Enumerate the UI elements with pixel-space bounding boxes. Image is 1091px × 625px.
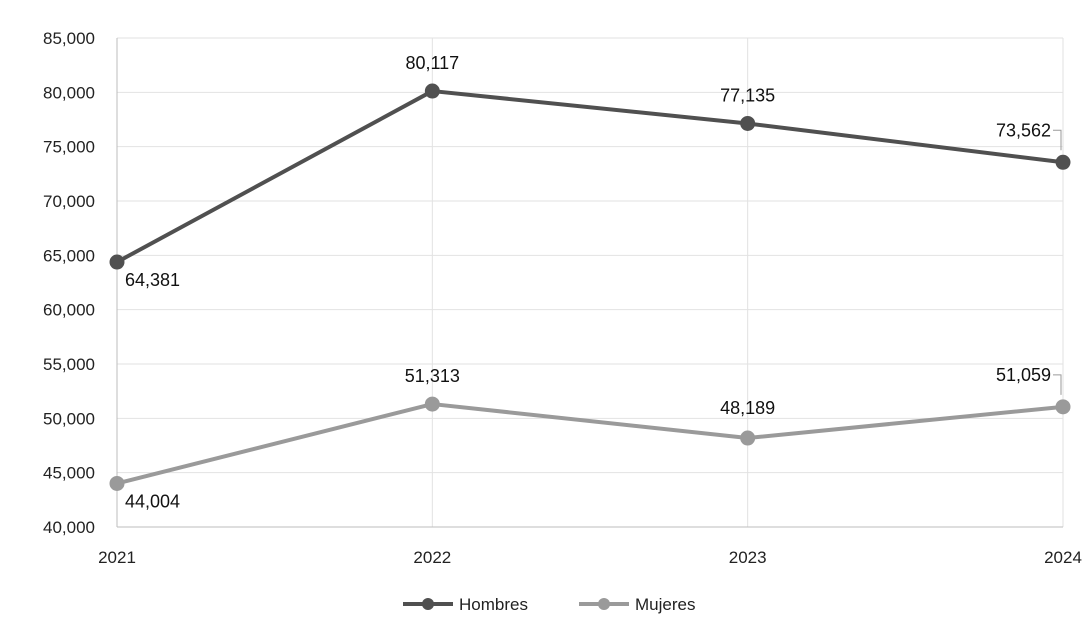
data-label: 80,117 bbox=[405, 53, 459, 73]
data-point-hombres bbox=[740, 115, 756, 131]
data-label: 77,135 bbox=[720, 85, 775, 105]
data-label: 51,059 bbox=[996, 365, 1051, 385]
legend-label: Mujeres bbox=[635, 595, 695, 614]
y-tick-label: 75,000 bbox=[43, 138, 95, 157]
legend-marker bbox=[598, 598, 610, 610]
y-tick-label: 70,000 bbox=[43, 192, 95, 211]
y-tick-label: 50,000 bbox=[43, 409, 95, 428]
x-tick-label: 2023 bbox=[729, 548, 767, 567]
data-label: 51,313 bbox=[405, 366, 460, 386]
series-line-mujeres bbox=[116, 402, 1064, 486]
data-label-leader bbox=[1053, 129, 1062, 151]
data-point-hombres bbox=[109, 254, 125, 270]
legend-label: Hombres bbox=[459, 595, 528, 614]
x-tick-label: 2024 bbox=[1044, 548, 1082, 567]
y-tick-label: 85,000 bbox=[43, 29, 95, 48]
data-point-mujeres bbox=[1055, 399, 1071, 415]
data-label-leader bbox=[1053, 374, 1062, 395]
data-label: 44,004 bbox=[125, 491, 180, 511]
y-tick-label: 80,000 bbox=[43, 83, 95, 102]
y-tick-label: 45,000 bbox=[43, 464, 95, 483]
data-label: 48,189 bbox=[720, 398, 775, 418]
y-tick-label: 65,000 bbox=[43, 246, 95, 265]
data-point-mujeres bbox=[424, 396, 440, 412]
y-tick-label: 40,000 bbox=[43, 518, 95, 537]
data-label: 73,562 bbox=[996, 120, 1051, 140]
data-label: 64,381 bbox=[125, 270, 180, 290]
data-point-mujeres bbox=[740, 430, 756, 446]
data-point-mujeres bbox=[109, 475, 125, 491]
series-line-hombres bbox=[116, 89, 1064, 264]
y-tick-label: 60,000 bbox=[43, 301, 95, 320]
y-tick-label: 55,000 bbox=[43, 355, 95, 374]
x-tick-label: 2021 bbox=[98, 548, 136, 567]
x-tick-label: 2022 bbox=[413, 548, 451, 567]
data-point-hombres bbox=[424, 83, 440, 99]
legend-marker bbox=[422, 598, 434, 610]
data-point-hombres bbox=[1055, 154, 1071, 170]
